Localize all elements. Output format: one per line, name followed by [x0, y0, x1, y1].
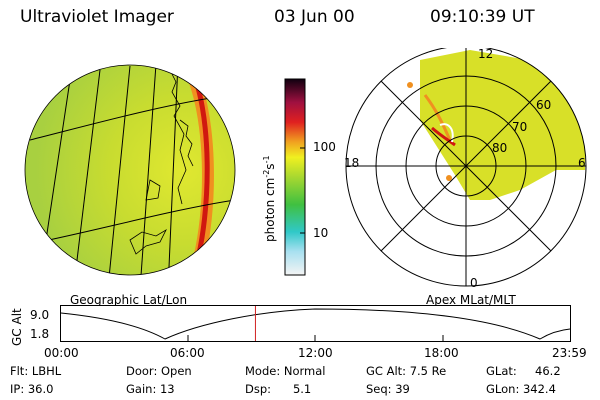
- right-panel-label: Apex MLat/MLT: [426, 293, 516, 307]
- apex-polar-plot: [345, 48, 587, 287]
- info-gcalt: GC Alt: 7.5 Re: [366, 364, 447, 378]
- timeline-tick-2: 12:00: [298, 346, 333, 360]
- lat-label-60: 60: [536, 98, 552, 112]
- info-door: Door: Open: [126, 364, 192, 378]
- mlt-label-12: 12: [478, 47, 494, 61]
- mlt-label-0: 0: [470, 276, 478, 290]
- colorbar-unit-label: photon cm-2s-1: [262, 155, 277, 242]
- header-date: 03 Jun 00: [274, 7, 355, 27]
- timeline-y-top: 9.0: [30, 308, 50, 322]
- mlt-label-18: 18: [344, 156, 360, 170]
- info-flt: Flt: LBHL: [10, 364, 62, 378]
- timeline-tick-3: 18:00: [424, 346, 459, 360]
- timeline-tick-1: 06:00: [170, 346, 205, 360]
- info-gain: Gain: 13: [126, 382, 175, 396]
- colorbar-unit-sup1: -2: [262, 169, 271, 178]
- info-ip: IP: 36.0: [10, 382, 54, 396]
- timeline-tick-0: 00:00: [44, 346, 79, 360]
- timeline-ylabel: GC Alt: [10, 308, 24, 346]
- mlt-label-6: 6: [578, 156, 586, 170]
- colorbar-tick-10: 10: [313, 226, 329, 240]
- colorbar-unit-sup2: -1: [262, 155, 271, 164]
- colorbar: [284, 78, 306, 276]
- info-mode: Mode: Normal: [245, 364, 326, 378]
- header-time: 09:10:39 UT: [430, 7, 535, 27]
- altitude-timeline: [60, 305, 571, 342]
- timeline-y-bottom: 1.8: [30, 327, 50, 341]
- left-panel-label: Geographic Lat/Lon: [70, 293, 188, 307]
- info-dsp: Dsp: 5.1: [245, 382, 312, 396]
- info-glon: GLon: 342.4: [486, 382, 556, 396]
- timeline-tick-4: 23:59: [552, 346, 587, 360]
- colorbar-unit-text: photon cm: [263, 177, 277, 242]
- info-glat: GLat: 46.2: [486, 364, 561, 378]
- app-title: Ultraviolet Imager: [20, 7, 174, 27]
- colorbar-unit-s: s: [263, 163, 277, 170]
- info-seq: Seq: 39: [366, 382, 410, 396]
- lat-label-70: 70: [512, 120, 528, 134]
- geographic-globe-image: [24, 64, 236, 276]
- colorbar-tick-100: 100: [313, 140, 336, 154]
- lat-label-80: 80: [492, 141, 508, 155]
